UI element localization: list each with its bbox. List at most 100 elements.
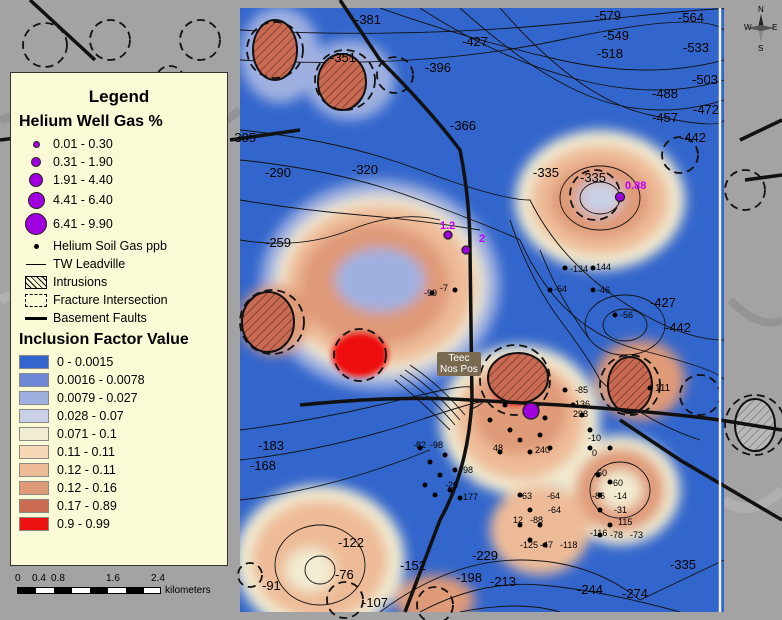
- contour-label: -152: [400, 558, 427, 573]
- contour-label: -518: [597, 46, 624, 61]
- soil-label: -125: [520, 540, 539, 550]
- contour-label: -396: [425, 60, 452, 75]
- swatch: [19, 481, 49, 495]
- contour-label: -76: [335, 567, 354, 582]
- soil-label: -98: [460, 465, 474, 475]
- soil-label: 144: [596, 262, 612, 272]
- soil-label: -98: [430, 440, 444, 450]
- compass-w: W: [744, 23, 752, 32]
- contour-label: -229: [472, 548, 499, 563]
- contour-label: -335: [580, 170, 607, 185]
- legend-soil-gas: Helium Soil Gas ppb: [19, 237, 219, 255]
- legend-if-class: 0.0016 - 0.0078: [19, 371, 219, 389]
- soil-label: -46: [597, 285, 611, 295]
- soil-label: 111: [655, 383, 671, 394]
- well-large: [522, 402, 540, 420]
- scale-tick-label: 0.4: [32, 573, 46, 584]
- contour-label: -335: [533, 165, 560, 180]
- compass-e: E: [772, 23, 778, 32]
- legend-well-class: 0.31 - 1.90: [19, 153, 219, 171]
- scale-unit: kilometers: [165, 585, 211, 596]
- contour-label: -335: [670, 557, 697, 572]
- contour-label: -442: [680, 130, 707, 145]
- legend-fracture-intersection: Fracture Intersection: [19, 291, 219, 309]
- helium-wells: [443, 191, 626, 420]
- soil-label: 240: [535, 445, 551, 455]
- contour-label: -442: [665, 320, 692, 335]
- soil-label: 115: [618, 517, 633, 527]
- contour-label: -107: [362, 595, 389, 610]
- contour-label: -122: [338, 535, 365, 550]
- legend-well-class: 6.41 - 9.90: [19, 211, 219, 237]
- compass-n: N: [758, 5, 764, 14]
- soil-label: -50: [594, 468, 608, 478]
- soil-label: -47: [540, 540, 554, 550]
- contour-label: -244: [577, 582, 604, 597]
- helium-well-gas-title: Helium Well Gas %: [19, 113, 163, 130]
- soil-label: -26: [445, 480, 459, 490]
- scale-tick-label: 0: [15, 573, 21, 584]
- soil-label: -60: [610, 478, 624, 488]
- soil-label: -31: [614, 505, 628, 515]
- legend-if-class: 0.9 - 0.99: [19, 515, 219, 533]
- contour-label: -457: [652, 110, 679, 125]
- well-label-3: 2: [479, 233, 486, 245]
- contour-label: -91: [262, 578, 281, 593]
- soil-label: 136: [575, 399, 591, 409]
- soil-label: -88: [530, 515, 544, 525]
- scale-bar: 0 0.4 0.8 1.6 2.4 kilometers: [10, 573, 250, 613]
- contour-label: -427: [650, 295, 677, 310]
- swatch: [19, 445, 49, 459]
- legend-well-class: 1.91 - 4.40: [19, 171, 219, 189]
- soil-label: 48: [493, 443, 504, 453]
- well-0.88: [614, 191, 626, 203]
- soil-label: -64: [554, 284, 568, 294]
- soil-label: -56: [620, 310, 634, 320]
- swatch: [19, 373, 49, 387]
- swatch: [19, 463, 49, 477]
- well-label-1: 0.88: [625, 180, 647, 192]
- legend-well-class: 0.01 - 0.30: [19, 135, 219, 153]
- place-label-line2: Nos Pos: [440, 364, 478, 375]
- soil-label: 12: [513, 515, 524, 525]
- legend-if-class: 0.028 - 0.07: [19, 407, 219, 425]
- legend-title: Legend: [88, 87, 150, 106]
- soil-label: -177: [460, 492, 479, 502]
- soil-label: -134: [570, 264, 589, 274]
- contour-label: -290: [265, 165, 292, 180]
- place-label-line1: Teec: [448, 353, 470, 364]
- contour-label: -533: [683, 40, 710, 55]
- contour-label: -351: [330, 50, 357, 65]
- contour-label: -183: [258, 438, 285, 453]
- legend-tw-leadville: TW Leadville: [19, 255, 219, 273]
- contour-label: -488: [652, 86, 679, 101]
- soil-label: 298: [573, 409, 589, 419]
- soil-label: -63: [519, 491, 533, 501]
- soil-label: -78: [610, 530, 624, 540]
- legend-well-class: 4.41 - 6.40: [19, 189, 219, 211]
- legend-if-class: 0.17 - 0.89: [19, 497, 219, 515]
- soil-label: -7: [440, 283, 449, 293]
- legend-if-class: 0 - 0.0015: [19, 353, 219, 371]
- soil-label: -99: [424, 288, 438, 298]
- swatch: [19, 409, 49, 423]
- soil-label: -82: [413, 440, 427, 450]
- contour-label: -259: [265, 235, 292, 250]
- scale-tick-label: 2.4: [151, 573, 165, 584]
- place-label-teec-nos-pos: Teec Nos Pos: [437, 352, 481, 376]
- soil-label: -116: [590, 528, 608, 538]
- contour-label: -320: [352, 162, 379, 177]
- contour-label: -579: [595, 8, 622, 23]
- compass-s: S: [758, 44, 764, 53]
- soil-gas-samples: [417, 265, 653, 548]
- legend-if-class: 0.0079 - 0.027: [19, 389, 219, 407]
- contour-label: -274: [622, 586, 649, 601]
- swatch: [19, 499, 49, 513]
- contour-label: -366: [450, 118, 477, 133]
- legend-if-class: 0.12 - 0.16: [19, 479, 219, 497]
- contour-label: -213: [490, 574, 517, 589]
- contour-label: -168: [250, 458, 277, 473]
- legend-basement-faults: Basement Faults: [19, 309, 219, 327]
